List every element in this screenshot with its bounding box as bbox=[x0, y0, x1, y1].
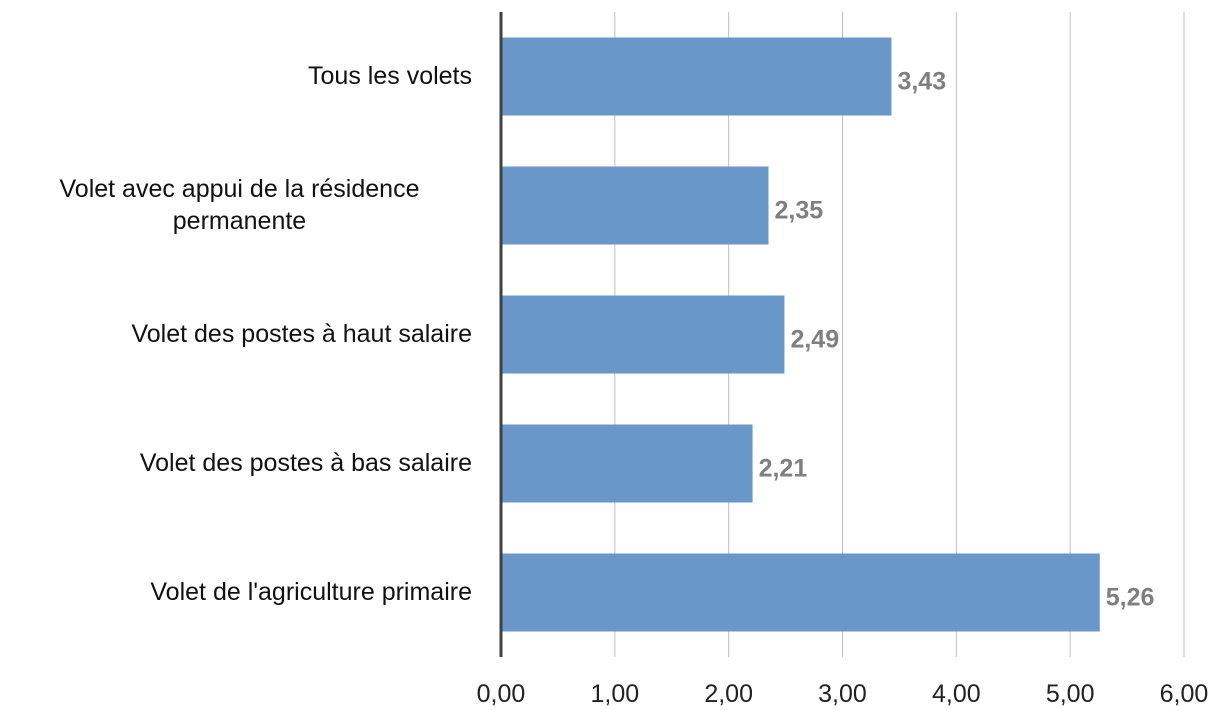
category-text: Volet des postes à bas salaire bbox=[139, 448, 472, 477]
value-label: 2,35 bbox=[775, 197, 824, 225]
category-text: Tous les volets bbox=[308, 61, 472, 90]
x-tick-label: 4,00 bbox=[932, 680, 981, 708]
category-text: Volet des postes à haut salaire bbox=[131, 319, 472, 348]
value-label: 2,49 bbox=[790, 326, 839, 354]
value-label: 2,21 bbox=[759, 455, 808, 483]
x-tick-label: 1,00 bbox=[590, 680, 639, 708]
bar bbox=[501, 424, 753, 503]
category-text: Volet avec appui de la résidence permane… bbox=[59, 175, 420, 235]
x-tick-label: 3,00 bbox=[818, 680, 867, 708]
category-label: Volet des postes à bas salaire bbox=[0, 399, 472, 528]
x-tick-label: 6,00 bbox=[1160, 680, 1209, 708]
category-label: Volet des postes à haut salaire bbox=[0, 270, 472, 399]
category-label: Volet de l'agriculture primaire bbox=[0, 528, 472, 657]
bar bbox=[501, 295, 785, 374]
bar bbox=[501, 553, 1100, 632]
x-tick-label: 2,00 bbox=[704, 680, 753, 708]
value-label: 3,43 bbox=[897, 68, 946, 96]
value-label: 5,26 bbox=[1106, 584, 1155, 612]
bar bbox=[501, 166, 769, 245]
x-tick-label: 5,00 bbox=[1046, 680, 1095, 708]
category-label: Tous les volets bbox=[0, 12, 472, 141]
x-tick-label: 0,00 bbox=[477, 680, 526, 708]
category-text: Volet de l'agriculture primaire bbox=[150, 577, 472, 606]
category-label: Volet avec appui de la résidence permane… bbox=[0, 141, 472, 270]
bar bbox=[501, 37, 892, 116]
